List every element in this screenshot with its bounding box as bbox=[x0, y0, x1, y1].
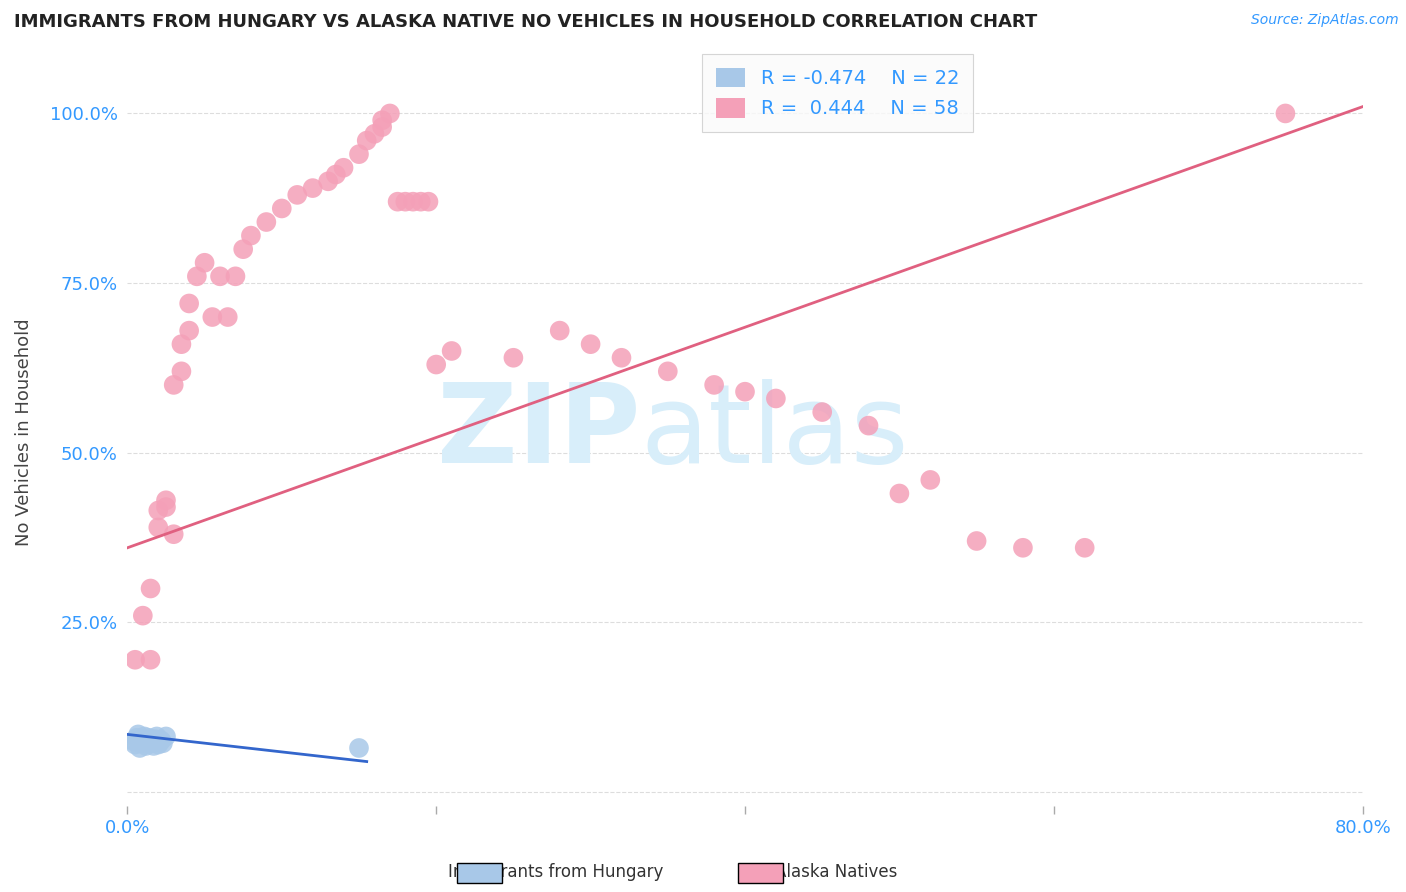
Text: atlas: atlas bbox=[640, 379, 908, 486]
Point bbox=[371, 120, 394, 134]
Point bbox=[129, 736, 152, 750]
Point bbox=[201, 310, 224, 324]
Point bbox=[734, 384, 756, 399]
Point bbox=[387, 194, 409, 209]
Point bbox=[186, 269, 208, 284]
Point bbox=[179, 324, 201, 338]
Legend: R = -0.474    N = 22, R =  0.444    N = 58: R = -0.474 N = 22, R = 0.444 N = 58 bbox=[703, 54, 973, 132]
Point bbox=[150, 733, 173, 747]
Point bbox=[347, 147, 370, 161]
Point bbox=[138, 731, 160, 745]
Point bbox=[1073, 541, 1095, 555]
Point bbox=[402, 194, 425, 209]
Y-axis label: No Vehicles in Household: No Vehicles in Household bbox=[15, 318, 32, 546]
Point bbox=[425, 358, 447, 372]
Point bbox=[418, 194, 440, 209]
Point bbox=[139, 582, 162, 596]
Point bbox=[127, 727, 149, 741]
Point bbox=[285, 187, 308, 202]
Point bbox=[132, 732, 155, 747]
Point bbox=[134, 730, 156, 744]
Point bbox=[548, 324, 571, 338]
Text: Immigrants from Hungary: Immigrants from Hungary bbox=[447, 863, 664, 881]
Point bbox=[254, 215, 277, 229]
Point bbox=[502, 351, 524, 365]
Point bbox=[179, 296, 201, 310]
Point bbox=[811, 405, 834, 419]
Text: ZIP: ZIP bbox=[437, 379, 640, 486]
Point bbox=[858, 418, 880, 433]
Point bbox=[440, 343, 463, 358]
Point bbox=[889, 486, 911, 500]
Point bbox=[409, 194, 432, 209]
Point bbox=[657, 364, 679, 378]
Point bbox=[325, 168, 347, 182]
Point bbox=[1012, 541, 1035, 555]
Text: Source: ZipAtlas.com: Source: ZipAtlas.com bbox=[1251, 13, 1399, 28]
Point bbox=[132, 608, 155, 623]
Point bbox=[765, 392, 787, 406]
Point bbox=[122, 734, 145, 748]
Point bbox=[217, 310, 239, 324]
Point bbox=[139, 653, 162, 667]
Point bbox=[128, 741, 150, 756]
Point bbox=[170, 337, 193, 351]
Point bbox=[579, 337, 602, 351]
Point bbox=[208, 269, 231, 284]
Point bbox=[610, 351, 633, 365]
Point bbox=[1274, 106, 1296, 120]
Point bbox=[148, 503, 170, 517]
Point bbox=[224, 269, 246, 284]
Point bbox=[920, 473, 942, 487]
Point bbox=[149, 735, 172, 749]
Point bbox=[347, 741, 370, 756]
Point bbox=[170, 364, 193, 378]
Point bbox=[966, 533, 988, 548]
Point bbox=[301, 181, 323, 195]
Point bbox=[125, 731, 148, 745]
Point bbox=[155, 500, 177, 514]
Point bbox=[155, 730, 177, 744]
Point bbox=[239, 228, 262, 243]
Point bbox=[163, 378, 186, 392]
Point bbox=[270, 202, 292, 216]
Point bbox=[124, 653, 146, 667]
Point bbox=[316, 174, 339, 188]
Text: IMMIGRANTS FROM HUNGARY VS ALASKA NATIVE NO VEHICLES IN HOUSEHOLD CORRELATION CH: IMMIGRANTS FROM HUNGARY VS ALASKA NATIVE… bbox=[14, 13, 1038, 31]
Point bbox=[394, 194, 416, 209]
Point bbox=[135, 739, 157, 753]
Point bbox=[136, 735, 159, 749]
Point bbox=[356, 134, 378, 148]
Point bbox=[148, 738, 170, 752]
Point bbox=[148, 520, 170, 534]
Point bbox=[141, 736, 163, 750]
Point bbox=[371, 113, 394, 128]
Point bbox=[145, 730, 167, 744]
Point bbox=[232, 242, 254, 256]
Point bbox=[152, 736, 174, 750]
Point bbox=[163, 527, 186, 541]
Text: Alaska Natives: Alaska Natives bbox=[775, 863, 898, 881]
Point bbox=[332, 161, 354, 175]
Point bbox=[378, 106, 401, 120]
Point bbox=[155, 493, 177, 508]
Point bbox=[363, 127, 385, 141]
Point bbox=[703, 378, 725, 392]
Point bbox=[194, 256, 217, 270]
Point bbox=[142, 739, 165, 753]
Point bbox=[143, 732, 166, 747]
Point bbox=[124, 738, 146, 752]
Point bbox=[139, 733, 162, 747]
